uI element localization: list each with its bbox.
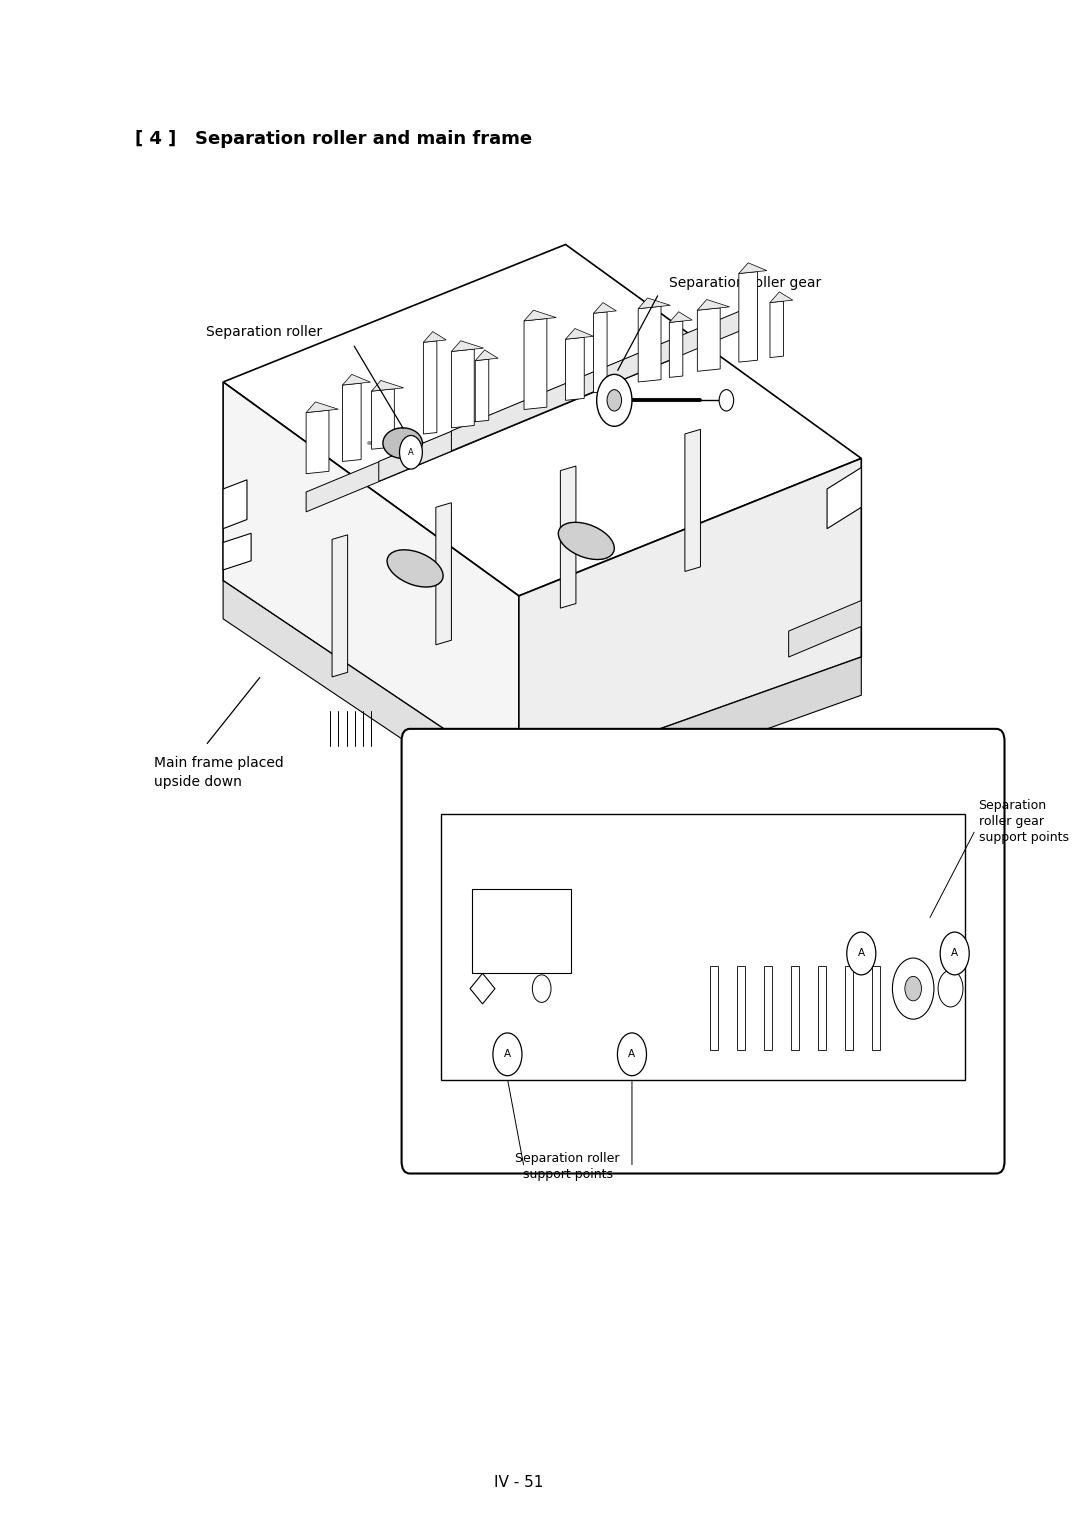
Polygon shape <box>788 601 861 657</box>
Polygon shape <box>372 380 404 391</box>
Text: A: A <box>858 949 865 958</box>
Bar <box>818 966 826 1050</box>
Polygon shape <box>470 973 495 1004</box>
Polygon shape <box>475 350 498 361</box>
Bar <box>791 966 799 1050</box>
Polygon shape <box>224 480 247 529</box>
Circle shape <box>400 435 422 469</box>
Polygon shape <box>685 429 701 571</box>
Polygon shape <box>698 307 720 371</box>
Polygon shape <box>423 341 437 434</box>
Polygon shape <box>698 299 729 310</box>
Polygon shape <box>518 458 861 779</box>
Text: Separation roller
support points: Separation roller support points <box>515 1152 620 1181</box>
Polygon shape <box>224 382 518 779</box>
Polygon shape <box>566 329 594 339</box>
Polygon shape <box>594 303 617 313</box>
Text: Main frame placed
upside down: Main frame placed upside down <box>153 756 283 788</box>
Text: A: A <box>504 1050 511 1059</box>
Circle shape <box>719 390 733 411</box>
Polygon shape <box>739 263 767 274</box>
Polygon shape <box>306 402 338 413</box>
Text: A: A <box>408 448 414 457</box>
Polygon shape <box>770 292 793 303</box>
Polygon shape <box>770 301 783 358</box>
Text: Separation
roller gear
support points: Separation roller gear support points <box>978 799 1068 843</box>
Bar <box>764 966 772 1050</box>
Polygon shape <box>475 359 489 422</box>
Circle shape <box>939 970 963 1007</box>
Circle shape <box>607 390 622 411</box>
Polygon shape <box>827 468 861 529</box>
Polygon shape <box>306 410 329 474</box>
Polygon shape <box>524 310 556 321</box>
Ellipse shape <box>558 523 615 559</box>
Polygon shape <box>451 341 484 351</box>
Polygon shape <box>561 466 576 608</box>
Polygon shape <box>436 503 451 645</box>
Polygon shape <box>638 298 671 309</box>
Ellipse shape <box>387 550 443 587</box>
Ellipse shape <box>383 428 422 458</box>
Polygon shape <box>670 321 683 377</box>
Circle shape <box>596 374 632 426</box>
Bar <box>872 966 880 1050</box>
Polygon shape <box>594 312 607 393</box>
Text: IV - 51: IV - 51 <box>495 1475 543 1490</box>
Bar <box>710 966 718 1050</box>
FancyBboxPatch shape <box>402 729 1004 1174</box>
Polygon shape <box>423 332 446 342</box>
Polygon shape <box>566 338 584 400</box>
Polygon shape <box>306 371 596 512</box>
Polygon shape <box>332 535 348 677</box>
Polygon shape <box>451 310 742 451</box>
Circle shape <box>905 976 921 1001</box>
Bar <box>441 814 966 1080</box>
Polygon shape <box>670 312 692 322</box>
Polygon shape <box>224 533 252 570</box>
Polygon shape <box>739 272 757 362</box>
Text: A: A <box>951 949 958 958</box>
Bar <box>737 966 745 1050</box>
Circle shape <box>941 932 969 975</box>
Text: [ 4 ]   Separation roller and main frame: [ 4 ] Separation roller and main frame <box>135 130 532 148</box>
Circle shape <box>847 932 876 975</box>
Polygon shape <box>638 306 661 382</box>
Text: Separation roller gear: Separation roller gear <box>670 277 822 290</box>
Polygon shape <box>524 318 546 410</box>
Bar <box>845 966 853 1050</box>
Text: Separation roller: Separation roller <box>205 325 322 339</box>
Circle shape <box>532 975 551 1002</box>
Polygon shape <box>451 348 474 428</box>
Polygon shape <box>342 374 370 385</box>
Polygon shape <box>372 388 394 449</box>
Circle shape <box>618 1033 647 1076</box>
Text: A: A <box>629 1050 635 1059</box>
Bar <box>472 889 570 973</box>
Polygon shape <box>342 384 361 461</box>
Polygon shape <box>379 341 670 481</box>
Polygon shape <box>224 244 861 596</box>
Polygon shape <box>224 581 518 817</box>
Polygon shape <box>518 657 861 817</box>
Circle shape <box>492 1033 522 1076</box>
Circle shape <box>892 958 934 1019</box>
